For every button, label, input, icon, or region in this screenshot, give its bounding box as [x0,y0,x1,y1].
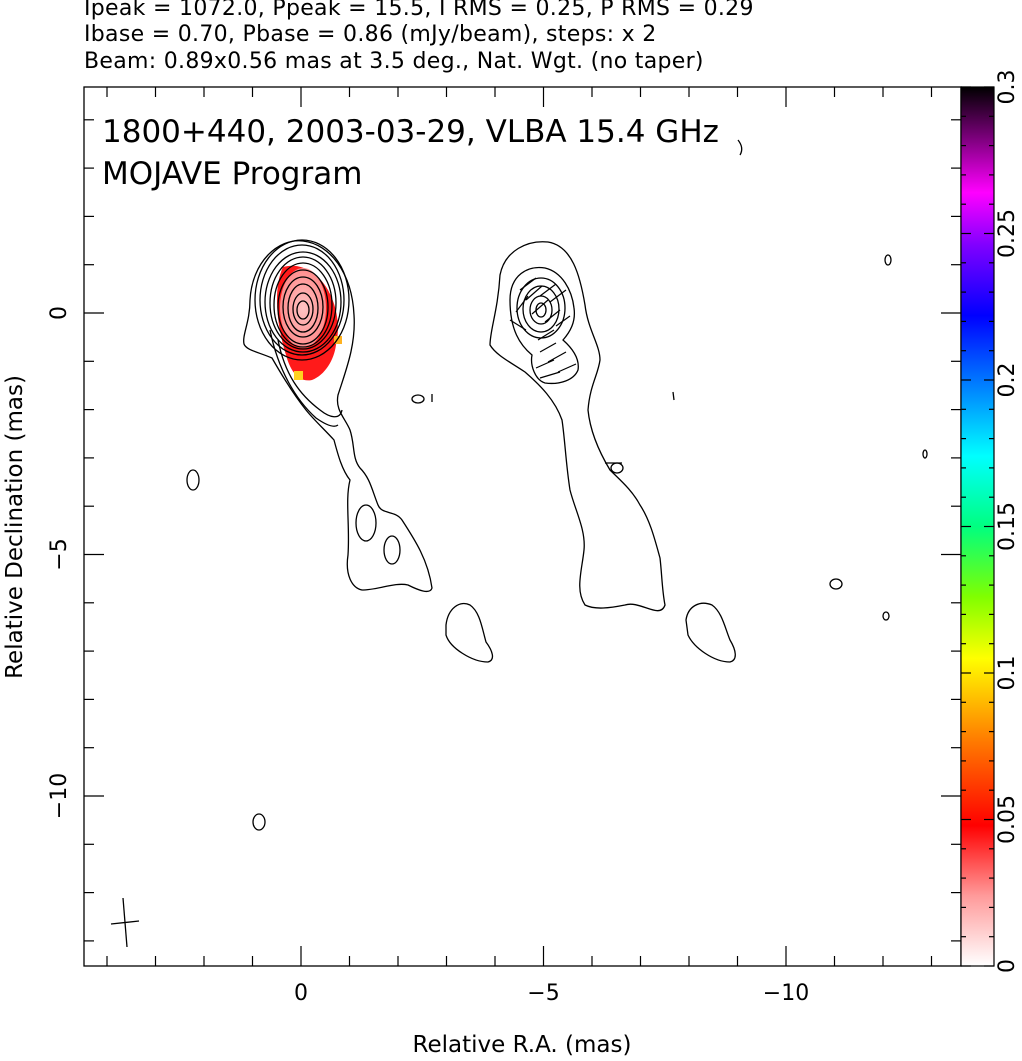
y-tick-label: −5 [47,538,72,570]
header-line-2: Ibase = 0.70, Pbase = 0.86 (mJy/beam), s… [84,22,657,47]
x-tick-label: −5 [527,981,559,1006]
outer-contour [243,240,433,593]
colorbar-tick-label: 0.05 [995,795,1020,844]
y-tick-label: 0 [47,306,72,320]
program-annotation: MOJAVE Program [102,156,362,192]
plot-frame [83,86,962,967]
y-tick-label: −10 [47,773,72,819]
colorbar-tick-label: 0.1 [995,656,1020,691]
colorbar-tick-label: 0.25 [995,209,1020,258]
colorbar-ticks [961,86,994,967]
x-tick-label: 0 [294,981,308,1006]
colorbar-tick-label: 0.15 [995,502,1020,551]
evpa-vectors [509,277,577,379]
colorbar-tick-label: 0 [995,959,1020,973]
axis-tick-labels: 0 −5 −10 0 −5 −10 [47,306,809,1006]
y-axis-title: Relative Declination (mas) [2,375,28,679]
colorbar-tick-label: 0.2 [995,363,1020,398]
header-line-1: Ipeak = 1072.0, Ppeak = 15.5, I RMS = 0.… [84,0,754,21]
source-annotation: 1800+440, 2003-03-29, VLBA 15.4 GHz [102,114,719,150]
header-line-3: Beam: 0.89x0.56 mas at 3.5 deg., Nat. Wg… [84,49,704,74]
polarized-intensity-contours [489,139,928,663]
x-axis-title: Relative R.A. (mas) [413,1032,632,1058]
total-intensity-contours [110,239,494,948]
axis-ticks [84,87,961,966]
colorbar-tick-label: 0.3 [995,70,1020,105]
pol-outer-contour [489,241,666,612]
colorbar-tick-labels: 0 0.05 0.1 0.15 0.2 0.25 0.3 [995,70,1020,974]
x-tick-label: −10 [763,981,809,1006]
